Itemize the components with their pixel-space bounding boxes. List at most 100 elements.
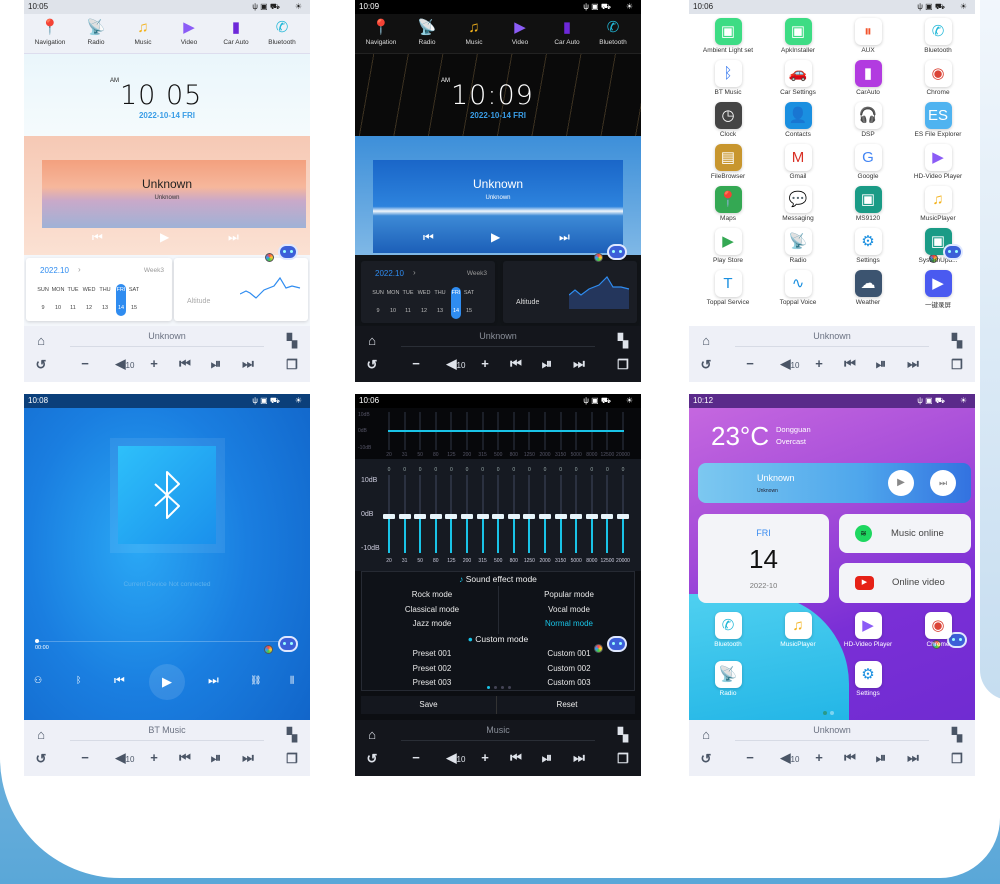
app-aux[interactable]: ⏸ AUX (833, 18, 903, 54)
previous-icon[interactable]: ⏮ (510, 750, 522, 765)
volume-button[interactable]: ◀10 (110, 751, 140, 767)
app-musicplayer[interactable]: ♫ MusicPlayer (903, 186, 973, 222)
eq-band-slider-handle[interactable] (445, 514, 458, 519)
app-settings[interactable]: ⚙ Settings (833, 228, 903, 264)
calendar-date[interactable]: 12 (85, 305, 93, 311)
next-icon[interactable]: ⏭ (573, 356, 585, 371)
dock-item-music[interactable]: ♫ Music (451, 17, 497, 46)
next-icon[interactable]: ⏭ (907, 356, 919, 371)
eq-band-slider-handle[interactable] (507, 514, 520, 519)
dock-item-video[interactable]: ▶ Video (497, 17, 543, 46)
eq-band-slider-handle[interactable] (414, 514, 427, 519)
progress-track[interactable] (36, 641, 298, 642)
progress-handle[interactable] (35, 639, 39, 643)
dock-item-bluetooth[interactable]: ✆ Bluetooth (259, 17, 305, 46)
home-icon[interactable]: ⌂ (702, 333, 710, 348)
play-pause-icon[interactable]: ⏯ (541, 750, 553, 765)
previous-icon[interactable]: ⏮ (179, 750, 191, 765)
home-icon[interactable]: ⌂ (702, 727, 710, 742)
custom-preset-option[interactable]: Preset 001 (412, 649, 452, 658)
play-icon[interactable]: ▶ (491, 230, 501, 244)
apps-grid-icon[interactable]: ▚ (618, 333, 628, 348)
app-ms9120[interactable]: ▣ MS9120 (833, 186, 903, 222)
calendar-date[interactable]: 11 (70, 305, 76, 311)
date-widget[interactable]: FRI 14 2022-10 (698, 514, 829, 603)
volume-up-icon[interactable]: + (481, 750, 489, 765)
assistant-robot-icon[interactable] (607, 244, 627, 260)
app-toppal-voice[interactable]: ∿ Toppal Voice (763, 270, 833, 306)
volume-down-icon[interactable]: − (746, 750, 754, 765)
calendar-next-icon[interactable]: › (78, 265, 81, 274)
dock-item-radio[interactable]: 📡 Radio (404, 17, 450, 46)
app-clock[interactable]: ◷ Clock (693, 102, 763, 138)
multi-window-icon[interactable]: ❐ (951, 751, 963, 766)
eq-band-slider-handle[interactable] (461, 514, 473, 519)
music-online-card[interactable]: ≋ Music online (839, 514, 971, 553)
brightness-icon[interactable]: ☀ (294, 396, 302, 405)
bluetooth-icon[interactable]: ᛒ (76, 675, 82, 685)
dock-item-navigation[interactable]: 📍 Navigation (27, 17, 73, 46)
next-icon[interactable]: ⏭ (208, 673, 219, 687)
eq-band-slider-handle[interactable] (617, 514, 629, 519)
app-es-file-explorer[interactable]: ES ES File Explorer (903, 102, 973, 138)
altitude-widget[interactable]: Altitude (503, 261, 637, 323)
next-icon[interactable]: ⏭ (242, 356, 254, 371)
app-bt-music[interactable]: ᛒ BT Music (693, 60, 763, 96)
calendar-date[interactable]: 12 (420, 308, 428, 314)
calendar-date[interactable]: 14 (452, 308, 460, 314)
volume-button[interactable]: ◀10 (775, 751, 805, 767)
back-rotate-icon[interactable]: ↺ (366, 751, 378, 766)
eq-band-slider-handle[interactable] (523, 514, 536, 519)
app-car-settings[interactable]: 🚗 Car Settings (763, 60, 833, 96)
page-indicator[interactable] (494, 686, 497, 689)
previous-icon[interactable]: ⏮ (844, 356, 856, 371)
volume-down-icon[interactable]: − (412, 356, 420, 371)
previous-icon[interactable]: ⏮ (844, 750, 856, 765)
eq-band-slider-handle[interactable] (554, 514, 567, 519)
eq-band-slider-handle[interactable] (539, 514, 551, 519)
multi-window-icon[interactable]: ❐ (617, 357, 629, 372)
page-indicator[interactable] (508, 686, 511, 689)
app-weather[interactable]: ☁ Weather (833, 270, 903, 306)
sound-mode-option[interactable]: Jazz mode (412, 619, 452, 628)
app-maps[interactable]: 📍 Maps (693, 186, 763, 222)
eq-band-slider-handle[interactable] (429, 514, 442, 519)
custom-preset-option[interactable]: Custom 002 (547, 663, 591, 673)
calendar-widget[interactable]: 2022.10 › Week3 SUN 9 MON 10 TUE 11 WED 12 THU 13 FRI… (26, 258, 172, 321)
eq-band-slider-handle[interactable] (398, 514, 411, 519)
calendar-date[interactable]: 13 (101, 305, 109, 311)
back-rotate-icon[interactable]: ↺ (35, 357, 47, 372)
app-play-store[interactable]: ▶ Play Store (693, 228, 763, 264)
calendar-date[interactable]: 10 (389, 308, 397, 314)
next-icon[interactable]: ⏭ (907, 750, 919, 765)
volume-button[interactable]: ◀10 (441, 751, 471, 767)
calendar-date[interactable]: 10 (54, 305, 62, 311)
brightness-icon[interactable]: ☀ (625, 2, 633, 11)
volume-down-icon[interactable]: − (81, 750, 89, 765)
app-chrome[interactable]: ◉ Chrome (903, 612, 973, 648)
calendar-date[interactable]: 9 (41, 305, 45, 311)
play-pause-icon[interactable]: ⏯ (541, 356, 553, 371)
online-video-card[interactable]: ▶ Online video (839, 563, 971, 603)
volume-up-icon[interactable]: + (815, 750, 823, 765)
apps-grid-icon[interactable]: ▚ (618, 727, 628, 742)
app-radio[interactable]: 📡 Radio (763, 228, 833, 264)
brightness-icon[interactable]: ☀ (959, 2, 967, 11)
volume-up-icon[interactable]: + (481, 356, 489, 371)
app-hd-video-player[interactable]: ▶ HD-Video Player (903, 144, 973, 180)
apps-grid-icon[interactable]: ▚ (952, 727, 962, 742)
assistant-robot-icon[interactable] (278, 244, 298, 260)
app-ambient-light-set[interactable]: ▣ Ambient Light set (693, 18, 763, 54)
volume-button[interactable]: ◀10 (110, 357, 140, 373)
calendar-date[interactable]: 14 (117, 305, 125, 311)
calendar-date[interactable]: 15 (465, 308, 473, 314)
previous-icon[interactable]: ⏮ (423, 230, 434, 244)
sound-mode-option[interactable]: Popular mode (544, 590, 594, 599)
save-button[interactable]: Save (361, 696, 497, 714)
app-carauto[interactable]: ▮ CarAuto (833, 60, 903, 96)
brightness-icon[interactable]: ☀ (294, 2, 302, 11)
floating-ball-icon[interactable] (265, 253, 274, 262)
volume-button[interactable]: ◀10 (775, 357, 805, 373)
link-icon[interactable]: ⛓ (250, 675, 262, 685)
app--[interactable]: ▶ 一键录屏 (903, 270, 973, 309)
